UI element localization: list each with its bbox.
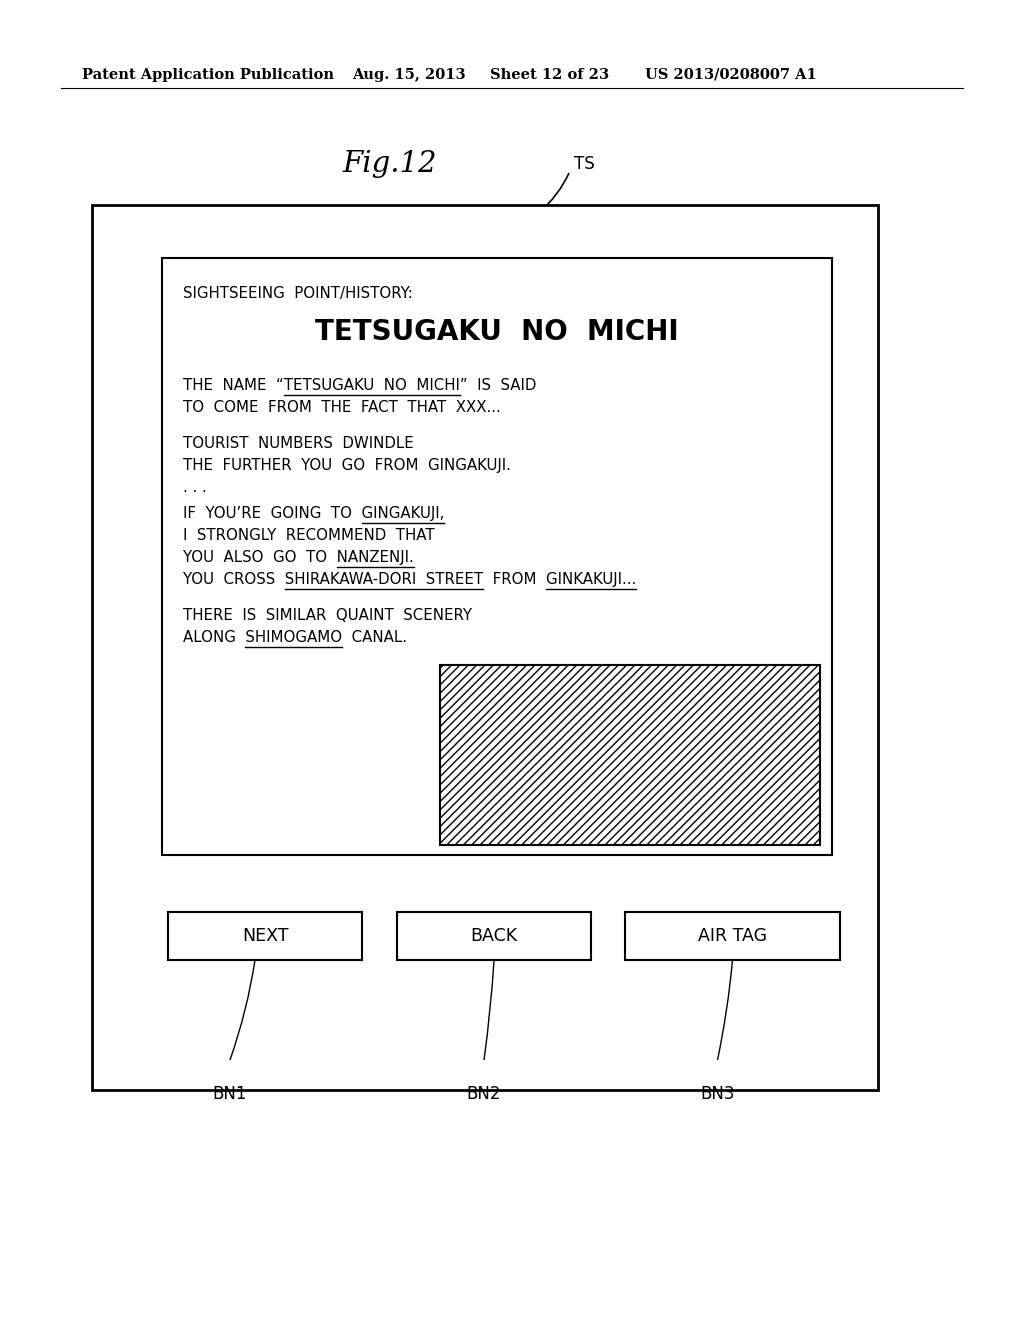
Text: BN2: BN2 [467, 1085, 502, 1104]
Text: YOU  CROSS  SHIRAKAWA-DORI  STREET  FROM  GINKAKUJI...: YOU CROSS SHIRAKAWA-DORI STREET FROM GIN… [183, 572, 636, 587]
Text: TOURIST  NUMBERS  DWINDLE: TOURIST NUMBERS DWINDLE [183, 436, 414, 451]
Bar [440, 665, 820, 845]
Text: BN1: BN1 [213, 1085, 247, 1104]
Text: ALONG  SHIMOGAMO  CANAL.: ALONG SHIMOGAMO CANAL. [183, 630, 407, 645]
Bar [397, 912, 591, 960]
Text: THERE  IS  SIMILAR  QUAINT  SCENERY: THERE IS SIMILAR QUAINT SCENERY [183, 609, 472, 623]
Text: TETSUGAKU  NO  MICHI: TETSUGAKU NO MICHI [315, 318, 679, 346]
Text: YOU  ALSO  GO  TO  NANZENJI.: YOU ALSO GO TO NANZENJI. [183, 550, 414, 565]
Text: I  STRONGLY  RECOMMEND  THAT: I STRONGLY RECOMMEND THAT [183, 528, 434, 543]
Text: AIR TAG: AIR TAG [698, 927, 767, 945]
Text: BACK: BACK [470, 927, 517, 945]
Text: Fig.12: Fig.12 [343, 150, 437, 178]
Text: NEXT: NEXT [242, 927, 288, 945]
Text: THE  NAME  “TETSUGAKU  NO  MICHI”  IS  SAID: THE NAME “TETSUGAKU NO MICHI” IS SAID [183, 378, 537, 393]
Text: IF  YOU’RE  GOING  TO  GINGAKUJI,: IF YOU’RE GOING TO GINGAKUJI, [183, 506, 444, 521]
Text: Aug. 15, 2013: Aug. 15, 2013 [352, 69, 466, 82]
Text: TS: TS [574, 154, 595, 173]
Bar [168, 912, 362, 960]
Text: BN3: BN3 [700, 1085, 735, 1104]
Text: US 2013/0208007 A1: US 2013/0208007 A1 [645, 69, 817, 82]
Text: Patent Application Publication: Patent Application Publication [82, 69, 334, 82]
Bar [625, 912, 840, 960]
Text: THE  FURTHER  YOU  GO  FROM  GINGAKUJI.: THE FURTHER YOU GO FROM GINGAKUJI. [183, 458, 511, 473]
Bar [92, 205, 878, 1090]
Bar [162, 257, 831, 855]
Text: Sheet 12 of 23: Sheet 12 of 23 [490, 69, 609, 82]
Text: . . .: . . . [183, 480, 207, 495]
Text: SIGHTSEEING  POINT/HISTORY:: SIGHTSEEING POINT/HISTORY: [183, 286, 413, 301]
Text: TO  COME  FROM  THE  FACT  THAT  XXX...: TO COME FROM THE FACT THAT XXX... [183, 400, 501, 414]
